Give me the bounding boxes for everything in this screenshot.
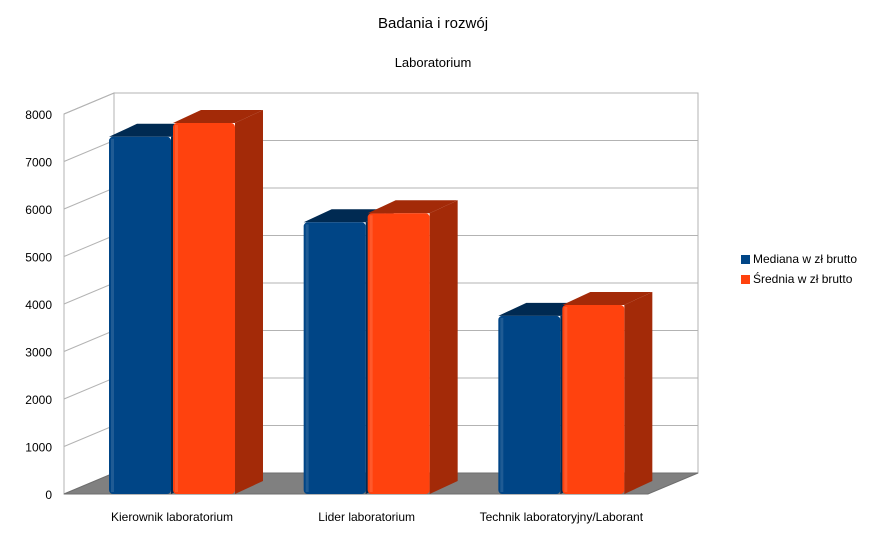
bar-side <box>235 110 263 495</box>
bar-side <box>429 200 458 494</box>
bar <box>303 222 366 495</box>
x-tick-label: Technik laboratoryjny/Laborant <box>480 510 644 524</box>
bar <box>109 136 171 495</box>
y-tick-label: 2000 <box>25 393 52 407</box>
y-tick-label: 1000 <box>25 441 52 455</box>
bar-highlight <box>175 125 178 493</box>
bar-top <box>173 110 263 124</box>
chart-title: Badania i rozwój <box>378 15 488 32</box>
bar-highlight <box>111 138 114 493</box>
legend-label: Mediana w zł brutto <box>753 252 857 266</box>
bar-highlight <box>305 224 309 493</box>
legend-label: Średnia w zł brutto <box>753 271 853 286</box>
x-tick-label: Kierownik laboratorium <box>111 510 233 524</box>
x-tick-label: Lider laboratorium <box>318 510 415 524</box>
y-tick-label: 7000 <box>25 156 52 170</box>
legend-swatch <box>741 275 750 284</box>
plot-area: 0 1000 2000 3000 4000 5000 6000 7000 8000 Kierown… <box>25 92 699 524</box>
bar <box>173 123 235 495</box>
bar-highlight <box>500 317 504 492</box>
bar <box>498 315 561 494</box>
y-tick-label: 5000 <box>25 251 52 265</box>
bar-top <box>562 291 653 305</box>
legend: Mediana w zł brutto Średnia w zł brutto <box>741 252 857 286</box>
y-tick-label: 8000 <box>25 108 52 122</box>
bar-top <box>367 200 458 214</box>
chart-subtitle: Laboratorium <box>395 55 472 70</box>
gridline <box>63 92 698 115</box>
y-tick-label: 4000 <box>25 298 52 312</box>
bar-highlight <box>369 215 373 492</box>
bar <box>562 304 625 494</box>
y-tick-label: 3000 <box>25 346 52 360</box>
legend-swatch <box>741 255 750 264</box>
bar-highlight <box>564 306 568 492</box>
bar-side <box>624 291 653 494</box>
y-tick-label: 0 <box>45 488 52 502</box>
bar <box>367 213 430 494</box>
y-tick-label: 6000 <box>25 203 52 217</box>
